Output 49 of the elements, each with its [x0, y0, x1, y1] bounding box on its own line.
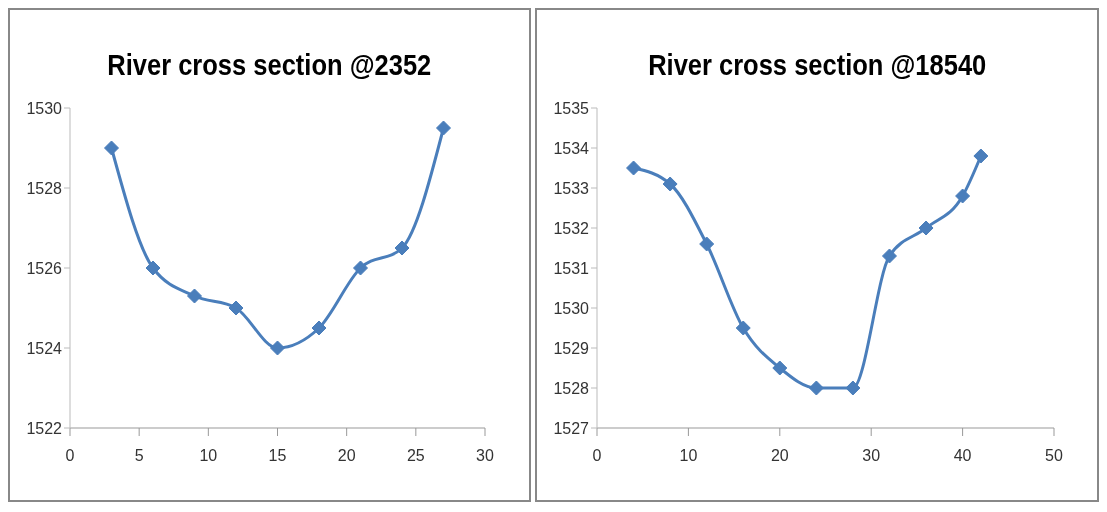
x-tick-label: 30: [476, 447, 494, 465]
y-tick-label: 1527: [553, 419, 589, 437]
point: [187, 288, 202, 304]
point: [394, 240, 410, 256]
point: [735, 320, 751, 336]
x-tick-label: 30: [861, 447, 880, 465]
x-tick-label: 0: [592, 447, 602, 465]
y-tick-label: 1532: [553, 219, 589, 237]
y-tick-label: 1528: [26, 179, 63, 197]
point: [954, 188, 970, 204]
point: [698, 236, 714, 252]
y-tick-label: 1528: [553, 379, 589, 397]
point: [228, 300, 244, 316]
point: [918, 220, 934, 236]
x-tick-label: 5: [134, 447, 144, 465]
y-tick-label: 1529: [553, 339, 589, 357]
y-tick-label: 1535: [553, 99, 589, 117]
point: [771, 360, 787, 376]
y-tick-label: 1530: [553, 299, 589, 317]
point: [972, 148, 988, 164]
chart-title: River cross section @2352: [106, 48, 433, 83]
y-tick-label: 1526: [26, 259, 63, 277]
point: [625, 160, 641, 176]
y-tick-label: 1530: [26, 99, 63, 117]
x-tick-label: 0: [65, 447, 75, 465]
point: [311, 320, 327, 336]
y-tick-label: 1534: [553, 139, 589, 157]
point: [145, 260, 161, 276]
x-tick-label: 10: [679, 447, 697, 465]
x-tick-label: 50: [1044, 447, 1063, 465]
point: [662, 176, 678, 192]
x-tick-label: 20: [770, 447, 789, 465]
x-tick-label: 25: [406, 447, 425, 465]
chart-title: River cross section @18540: [646, 48, 987, 83]
y-tick-label: 1533: [553, 179, 589, 197]
point: [845, 380, 861, 396]
y-tick-label: 1524: [26, 339, 63, 357]
point: [353, 260, 368, 276]
point: [808, 380, 824, 396]
point: [270, 340, 285, 356]
x-tick-label: 15: [268, 447, 287, 465]
point: [104, 140, 119, 156]
y-tick-label: 1522: [26, 419, 63, 437]
x-tick-label: 20: [337, 447, 356, 465]
point: [881, 248, 897, 264]
y-tick-label: 1531: [553, 259, 589, 277]
point: [436, 120, 451, 136]
x-tick-label: 40: [953, 447, 972, 465]
x-tick-label: 10: [199, 447, 218, 465]
